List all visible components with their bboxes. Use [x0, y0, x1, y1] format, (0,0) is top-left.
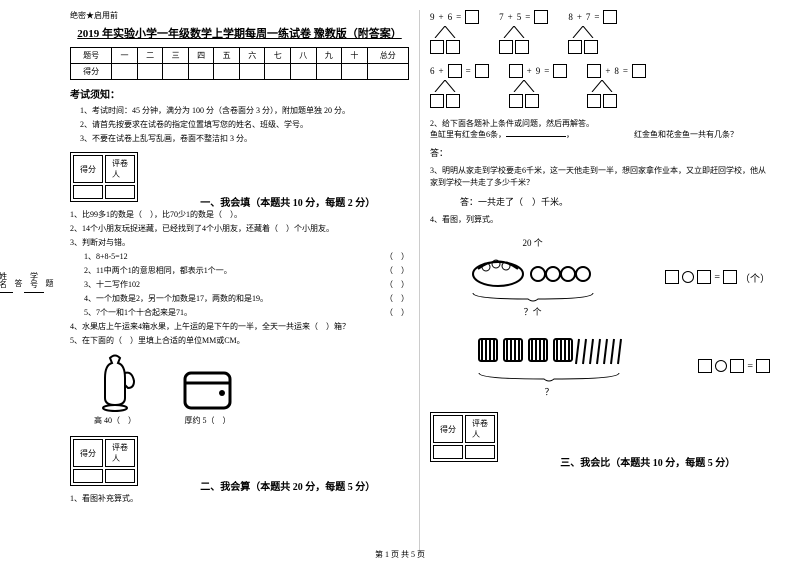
basket-row: 20 个 ？个 =（个）	[430, 230, 770, 324]
section2-q1: 1、看图补充算式。	[70, 493, 409, 505]
q2-text: 2、给下面各题补上条件或问题，然后再解答。 鱼缸里有红金鱼6条，， 红金鱼和花金…	[430, 118, 770, 140]
rule-item: 1、考试时间：45 分钟，满分为 100 分（含卷面分 3 分），附加题单独 2…	[80, 105, 409, 116]
addition-row-1: 9+6= 7+5= 8+7=	[430, 10, 770, 54]
split-lines	[568, 26, 598, 38]
basket-icon	[468, 249, 598, 289]
q4: 4、水果店上午运来4箱水果，上午运的是下午的一半，全天一共运来（ ）箱？	[70, 321, 409, 333]
rule-item: 2、请首先按要求在试卷的指定位置填写您的姓名、班级、学号。	[80, 119, 409, 130]
q5: 5、在下面的（ ）里填上合适的单位MM或CM。	[70, 335, 409, 347]
split-lines	[499, 26, 529, 38]
equation-boxes: =	[698, 359, 770, 373]
page-footer: 第 1 页 共 5 页	[0, 549, 800, 560]
split-lines	[587, 80, 617, 92]
add-prob: 8+7=	[568, 10, 617, 54]
section2-title: 二、我会算（本题共 20 分，每题 5 分）	[200, 482, 375, 493]
equation-boxes: =（个）	[665, 270, 770, 285]
q1: 1、比99多1的数是（ ），比70少1的数是（ ）。	[70, 209, 409, 221]
question-mark: ？个	[430, 305, 635, 318]
sidebar-answer: 答	[13, 279, 24, 287]
left-column: 绝密★启用前 2019 年实验小学一年级数学上学期每周一练试卷 豫教版（附答案）…	[60, 10, 420, 555]
score-table: 题号一二三四五六七八九十总分 得分	[70, 47, 409, 80]
addition-row-2: 6+= +9= +8=	[430, 64, 770, 108]
basket-count: 20 个	[430, 236, 635, 249]
score-box: 得分评卷人	[70, 152, 138, 202]
right-column: 9+6= 7+5= 8+7= 6+= +9=	[420, 10, 780, 555]
q2: 2、14个小朋友玩捉迷藏，已经找到了4个小朋友，还藏着（ ）个小朋友。	[70, 223, 409, 235]
q3: 3、明明从家走到学校要走6千米，这一天他走到一半，想回家拿作业本，又立即赶回学校…	[430, 165, 770, 189]
split-lines	[430, 26, 460, 38]
q4: 4、看图，列算式。	[430, 214, 770, 226]
teapot-icon	[90, 353, 140, 413]
rules-list: 1、考试时间：45 分钟，满分为 100 分（含卷面分 3 分），附加题单独 2…	[70, 105, 409, 144]
exam-title: 2019 年实验小学一年级数学上学期每周一练试卷 豫教版（附答案）	[70, 25, 409, 41]
binding-sidebar: 题 学号 答 姓名 不 班级 内 学校 线 封 乡镇(街道)	[5, 0, 55, 565]
sticks-icon	[474, 334, 624, 369]
add-prob: 7+5=	[499, 10, 548, 54]
add-prob: 6+=	[430, 64, 489, 108]
table-row: 题号一二三四五六七八九十总分	[71, 48, 409, 64]
score-box-3: 得分评卷人	[430, 412, 498, 462]
q3: 3、判断对与错。	[70, 237, 409, 249]
section1-questions: 1、比99多1的数是（ ），比70少1的数是（ ）。 2、14个小朋友玩捉迷藏，…	[70, 209, 409, 347]
sidebar-name: 姓名	[0, 272, 13, 293]
split-lines	[430, 80, 460, 92]
wallet-label: 厚约 5（ ）	[180, 415, 235, 426]
brace-icon	[468, 291, 598, 303]
answer-line: 答：	[430, 146, 770, 159]
sticks-row: ？ =	[430, 328, 770, 404]
sidebar-topic: 题	[44, 279, 55, 287]
classified-label: 绝密★启用前	[70, 10, 409, 21]
rule-item: 3、不要在试卷上乱写乱画，卷面不整洁扣 3 分。	[80, 133, 409, 144]
split-lines	[509, 80, 539, 92]
sidebar-id: 学号	[24, 272, 44, 293]
wallet-icon	[180, 363, 235, 413]
add-prob: 9+6=	[430, 10, 479, 54]
teapot-label: 高 40（ ）	[90, 415, 140, 426]
section1-title: 一、我会填（本题共 10 分，每题 2 分）	[200, 198, 375, 209]
add-prob: +8=	[587, 64, 646, 108]
page-content: 绝密★启用前 2019 年实验小学一年级数学上学期每周一练试卷 豫教版（附答案）…	[0, 0, 800, 565]
wallet-item: 厚约 5（ ）	[180, 363, 235, 426]
rules-title: 考试须知：	[70, 86, 409, 101]
score-box-2: 得分评卷人	[70, 436, 138, 486]
brace-icon	[474, 371, 624, 383]
q3-answer: 答：一共走了（ ）千米。	[460, 195, 770, 208]
teapot-item: 高 40（ ）	[90, 353, 140, 426]
picture-row: 高 40（ ） 厚约 5（ ）	[90, 353, 409, 426]
add-prob: +9=	[509, 64, 568, 108]
stick-question: ？	[430, 385, 668, 398]
table-row: 得分	[71, 64, 409, 80]
section3-title: 三、我会比（本题共 10 分，每题 5 分）	[560, 458, 735, 469]
